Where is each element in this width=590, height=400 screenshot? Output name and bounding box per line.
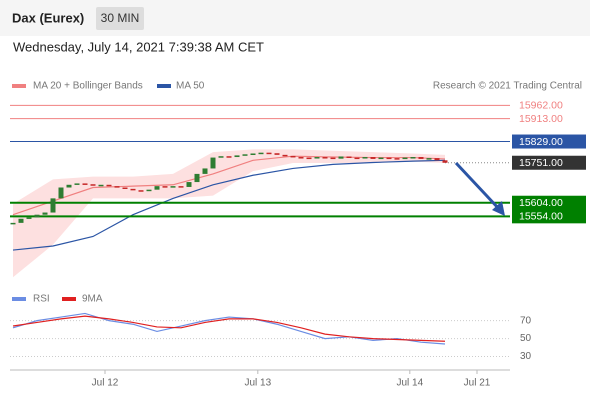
candle <box>210 157 216 169</box>
candle <box>346 156 352 158</box>
legend-label: MA 50 <box>176 81 205 92</box>
level-label: 15913.00 <box>519 113 563 125</box>
candle <box>442 160 448 163</box>
candle <box>138 190 144 192</box>
y-tick-label: 50 <box>520 333 532 344</box>
legend-swatch <box>62 297 76 301</box>
rsi-line <box>12 315 446 342</box>
candle <box>354 157 360 160</box>
legend-swatch <box>157 84 171 88</box>
candle <box>114 186 120 188</box>
candle <box>26 217 32 219</box>
candle <box>386 157 392 160</box>
y-tick-label: 70 <box>520 315 532 326</box>
candle <box>18 218 24 223</box>
candle <box>274 153 280 155</box>
candle <box>162 186 168 188</box>
candle <box>202 168 208 174</box>
candle <box>426 158 432 160</box>
candle <box>242 154 248 156</box>
candle <box>394 158 400 160</box>
candle <box>338 156 344 159</box>
header-bar <box>0 0 590 36</box>
moving-average <box>12 159 446 251</box>
candle <box>58 187 64 199</box>
interval-label[interactable]: 30 MIN <box>101 11 140 25</box>
candle <box>378 157 384 160</box>
level-label: 15751.00 <box>519 157 563 169</box>
y-tick-label: 30 <box>520 351 532 362</box>
level-label: 15554.00 <box>519 211 563 223</box>
level-box <box>512 209 586 224</box>
candle <box>410 157 416 159</box>
legend-swatch <box>12 297 26 301</box>
date: Wednesday, July 14, 2021 7:39:38 AM CET <box>13 39 264 54</box>
candle <box>258 152 264 155</box>
candle <box>106 184 112 187</box>
candle <box>250 153 256 155</box>
candle <box>306 157 312 160</box>
level-label: 15962.00 <box>519 100 563 112</box>
candle <box>226 156 232 158</box>
candle <box>90 184 96 186</box>
legend-label: RSI <box>33 294 50 305</box>
candle <box>322 157 328 159</box>
candle <box>370 157 376 159</box>
candle <box>82 183 88 185</box>
candle <box>402 157 408 160</box>
candle <box>178 186 184 188</box>
candle <box>122 187 128 189</box>
candle <box>194 173 200 183</box>
candle <box>362 157 368 159</box>
forecast-arrow <box>454 161 505 216</box>
candle <box>10 222 16 225</box>
x-tick-label: Jul 13 <box>244 378 271 389</box>
bollinger-band <box>13 149 445 278</box>
level-box <box>512 134 586 149</box>
legend-label: MA 20 + Bollinger Bands <box>33 81 143 92</box>
candle <box>434 158 440 161</box>
candle <box>170 186 176 188</box>
candle <box>34 214 40 218</box>
x-tick-label: Jul 12 <box>92 378 119 389</box>
candle <box>186 182 192 187</box>
candle <box>42 212 48 215</box>
credit: Research © 2021 Trading Central <box>433 81 582 92</box>
candle <box>98 184 104 187</box>
candle <box>298 157 304 159</box>
candle <box>66 184 72 188</box>
candle <box>266 152 272 155</box>
x-tick-label: Jul 14 <box>396 378 423 389</box>
candle <box>74 183 80 185</box>
candle <box>290 155 296 158</box>
candle <box>146 189 152 192</box>
legend-label: 9MA <box>82 294 103 305</box>
candle <box>282 154 288 157</box>
legend-swatch <box>12 84 26 88</box>
level-label: 15604.00 <box>519 197 563 209</box>
level-box <box>512 155 586 170</box>
candle <box>154 186 160 190</box>
level-label: 15829.00 <box>519 136 563 148</box>
x-tick-label: Jul 21 <box>464 378 491 389</box>
interval-button[interactable] <box>96 7 144 30</box>
candle <box>418 157 424 159</box>
candle <box>50 198 56 213</box>
candle <box>330 157 336 160</box>
instrument-title: Dax (Eurex) <box>12 10 84 25</box>
candle <box>234 155 240 158</box>
rsi-line <box>12 312 446 345</box>
level-box <box>512 195 586 210</box>
candle <box>314 157 320 159</box>
candle <box>218 156 224 158</box>
candle <box>130 188 136 191</box>
